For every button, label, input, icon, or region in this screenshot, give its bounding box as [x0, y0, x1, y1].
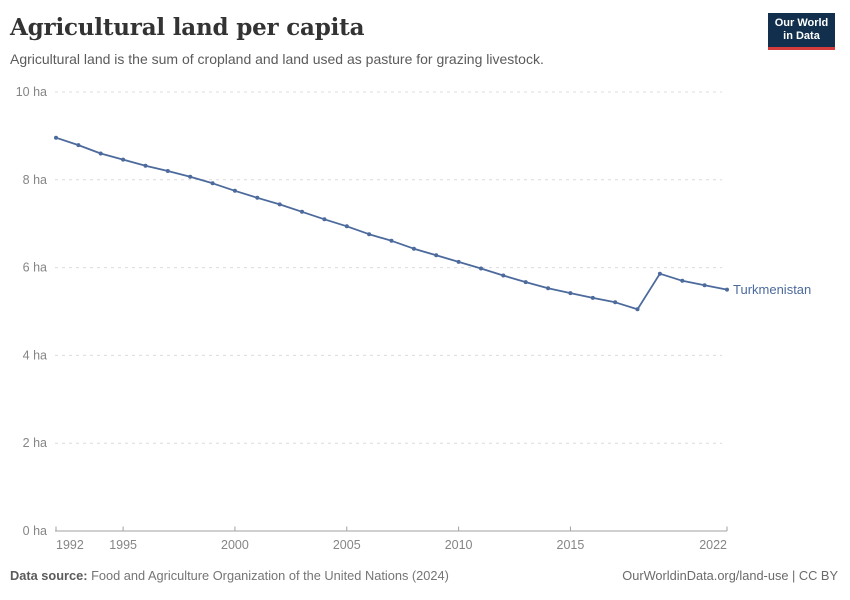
- data-point: [76, 143, 81, 148]
- footer-credit: OurWorldinData.org/land-use | CC BY: [622, 568, 838, 583]
- data-point: [344, 224, 349, 229]
- owid-logo: Our World in Data: [768, 13, 835, 50]
- data-point: [613, 300, 618, 305]
- x-tick-label: 1995: [109, 538, 137, 552]
- data-point: [255, 195, 260, 200]
- credit-link[interactable]: OurWorldinData.org/land-use | CC BY: [622, 568, 838, 583]
- data-point: [232, 188, 237, 193]
- x-tick-label: 2022: [699, 538, 727, 552]
- chart-subtitle: Agricultural land is the sum of cropland…: [10, 51, 544, 67]
- data-source-label: Data source:: [10, 568, 88, 583]
- data-point: [635, 307, 640, 312]
- y-tick-label: 0 ha: [23, 524, 47, 538]
- y-tick-label: 4 ha: [23, 348, 47, 362]
- data-point: [702, 283, 707, 288]
- data-point: [389, 238, 394, 243]
- y-tick-label: 6 ha: [23, 261, 47, 275]
- y-tick-label: 10 ha: [16, 85, 47, 99]
- data-point: [546, 286, 551, 291]
- owid-logo-line2: in Data: [783, 30, 820, 42]
- data-point: [479, 266, 483, 271]
- x-tick-label: 2005: [333, 538, 361, 552]
- data-point: [210, 181, 215, 186]
- data-point: [434, 253, 439, 258]
- series-line: [55, 136, 728, 311]
- chart-title: Agricultural land per capita: [10, 14, 365, 41]
- x-tick-label: 2015: [557, 538, 585, 552]
- owid-logo-line1: Our World: [774, 17, 829, 29]
- data-point: [501, 273, 506, 278]
- entity-label: Turkmenistan: [733, 282, 811, 297]
- data-point: [568, 291, 573, 296]
- y-tick-label: 2 ha: [23, 436, 47, 450]
- y-tick-label: 8 ha: [23, 173, 47, 187]
- data-point: [54, 135, 58, 140]
- data-point: [188, 174, 193, 179]
- data-point: [121, 157, 126, 162]
- data-point: [143, 163, 148, 168]
- x-tick-label: 2000: [221, 538, 249, 552]
- data-point: [680, 278, 685, 283]
- data-point: [590, 295, 595, 300]
- data-point: [277, 202, 282, 207]
- data-point: [98, 151, 103, 156]
- x-tick-label: 2010: [445, 538, 473, 552]
- data-point: [657, 271, 662, 276]
- data-point: [523, 280, 528, 285]
- data-source-text: Food and Agriculture Organization of the…: [87, 568, 449, 583]
- data-point: [456, 259, 461, 264]
- data-point: [322, 217, 327, 222]
- data-point: [411, 246, 416, 251]
- data-point: [165, 169, 170, 173]
- chart-footer: Data source: Food and Agriculture Organi…: [10, 568, 838, 583]
- data-point: [300, 209, 304, 214]
- data-point: [725, 287, 729, 292]
- x-tick-label: 1992: [56, 538, 84, 552]
- data-point: [367, 232, 372, 237]
- data-source: Data source: Food and Agriculture Organi…: [10, 568, 449, 583]
